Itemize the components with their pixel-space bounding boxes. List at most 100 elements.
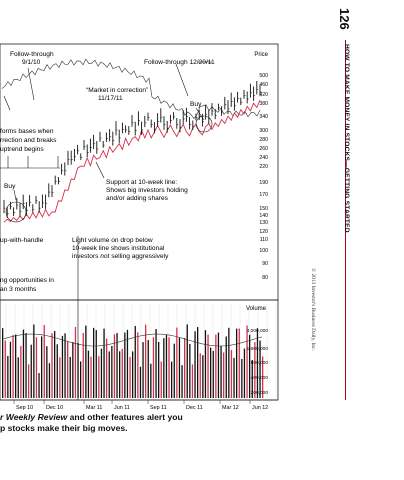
x-axis-label: Jun 12 <box>252 405 268 411</box>
annotation-pointers <box>0 61 213 400</box>
price-tick-label: 190 <box>259 180 268 186</box>
price-bars <box>3 81 262 218</box>
volume-bar <box>61 335 64 398</box>
volume-bar <box>145 324 147 398</box>
volume-bar <box>254 342 256 398</box>
volume-bar <box>246 325 248 398</box>
volume-bar <box>54 331 56 398</box>
market-index-polyline <box>1 58 261 120</box>
volume-bar <box>178 337 181 398</box>
volume-bar <box>238 328 240 398</box>
volume-bar <box>119 351 121 398</box>
volume-bar <box>7 355 9 398</box>
x-axis-label: Jun 11 <box>114 405 130 411</box>
volume-tick-label: 400,000 <box>251 375 269 381</box>
x-axis-label: Dec 11 <box>186 405 203 411</box>
volume-bar <box>82 332 84 398</box>
volume-bar <box>243 348 246 398</box>
moving-average-line <box>3 99 261 223</box>
volume-bar <box>137 332 139 398</box>
price-tick-label: 500 <box>259 73 268 79</box>
volume-ticks: 4,000,000 1,600,000 800,000 400,000 200,000 <box>247 328 269 396</box>
volume-bar <box>217 332 220 398</box>
volume-bar <box>100 348 103 398</box>
light-volume-line1: Light volume on drop below <box>72 237 153 244</box>
price-panel <box>0 43 279 301</box>
volume-bar <box>74 327 77 398</box>
buy-label-left: Buy <box>4 183 16 190</box>
volume-bar <box>124 332 126 398</box>
volume-bar <box>215 334 217 398</box>
volume-axis-title: Volume <box>246 306 267 312</box>
volume-bar <box>220 345 222 398</box>
volume-bar <box>181 365 183 398</box>
volume-tick-label: 4,000,000 <box>247 328 269 334</box>
cup-handle-label: up-with-handle <box>0 237 44 244</box>
volume-bar <box>35 337 38 398</box>
volume-bar <box>108 351 110 398</box>
price-tick-label: 300 <box>259 128 268 134</box>
volume-bar <box>2 328 4 398</box>
volume-bar <box>147 340 149 398</box>
support-line2: Shows big investors holding <box>106 187 188 194</box>
volume-bar <box>241 358 243 398</box>
price-tick-label: 80 <box>262 275 268 281</box>
volume-bar <box>41 336 43 398</box>
price-ticks: 5004604203803403002802602402201901701501… <box>259 73 268 281</box>
volume-bar <box>259 340 261 398</box>
caption-line2: p stocks make their big moves. <box>0 423 128 433</box>
volume-bar <box>160 361 162 398</box>
price-tick-label: 110 <box>260 237 268 243</box>
volume-bar <box>158 341 160 398</box>
volume-bar <box>168 337 170 398</box>
caption: r Weekly Review and other features alert… <box>0 412 183 434</box>
volume-bar <box>103 328 105 398</box>
volume-bar <box>46 346 48 398</box>
volume-bar <box>93 327 95 398</box>
opportunities-line1: ng opportunities in <box>0 277 54 284</box>
volume-bar <box>129 356 131 398</box>
accent-rule <box>345 40 346 400</box>
price-tick-label: 260 <box>259 146 268 152</box>
volume-bar <box>142 342 144 398</box>
volume-bar <box>4 340 6 398</box>
volume-bar <box>51 333 53 398</box>
market-index-line <box>1 58 261 120</box>
follow-through-label-1: Follow-through <box>10 51 54 58</box>
price-tick-label: 120 <box>259 229 268 235</box>
volume-bar <box>132 351 134 398</box>
volume-tick-label: 1,600,000 <box>247 346 269 352</box>
volume-bar <box>194 331 196 398</box>
volume-bar <box>202 355 204 398</box>
support-line1: Support at 10-week line: <box>106 179 177 186</box>
volume-average-polyline <box>1 333 263 347</box>
market-correction-date: 11/17/11 <box>98 95 123 102</box>
price-tick-label: 220 <box>259 164 268 170</box>
volume-bar <box>262 356 264 398</box>
volume-bar <box>207 334 209 398</box>
volume-bar <box>30 344 32 398</box>
volume-bar <box>189 343 191 398</box>
volume-bar <box>199 353 201 398</box>
price-tick-label: 420 <box>259 92 268 98</box>
caption-line1: r Weekly Review and other features alert… <box>0 412 183 423</box>
volume-bar <box>87 350 90 398</box>
price-tick-label: 140 <box>259 213 268 219</box>
light-volume-line3: investors not selling aggressively <box>72 253 169 260</box>
moving-average-polyline <box>3 99 261 223</box>
volume-bar <box>230 350 233 398</box>
volume-bar <box>111 345 113 398</box>
price-tick-label: 170 <box>259 192 268 198</box>
caption-line1-rest: and other features alert you <box>67 412 183 422</box>
volume-bar <box>33 324 35 398</box>
volume-bar <box>126 329 129 398</box>
volume-tick-label: 800,000 <box>251 360 269 366</box>
x-axis-label: Dec 10 <box>46 405 63 411</box>
volume-bar <box>90 356 92 398</box>
x-axis-label: Mar 12 <box>222 405 239 411</box>
volume-bar <box>80 361 82 398</box>
price-tick-label: 340 <box>259 114 268 120</box>
x-axis-labels: Sep 10 Dec 10 Mar 11 Jun 11 Sep 11 Dec 11 Mar … <box>13 400 268 411</box>
volume-bar <box>204 330 207 398</box>
volume-bar <box>210 347 212 398</box>
